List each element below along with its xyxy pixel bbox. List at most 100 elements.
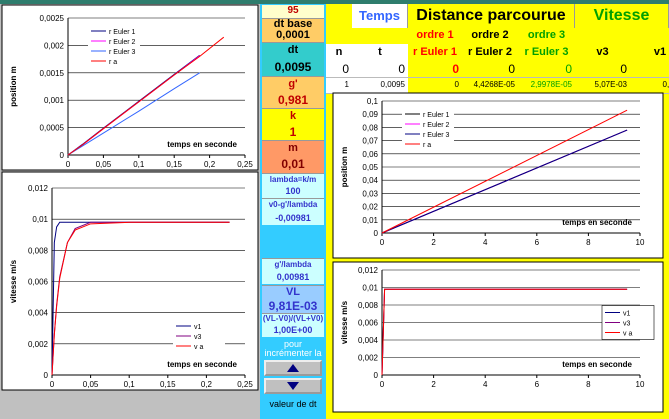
table-cell: 0 xyxy=(575,62,630,78)
param-label: g'/lambda xyxy=(262,258,324,271)
y-tick-label: 0,004 xyxy=(28,309,49,318)
legend-label: v1 xyxy=(194,324,202,331)
y-tick-label: 0,012 xyxy=(358,266,379,275)
y-tick-label: 0 xyxy=(60,151,65,160)
param-label: lambda=k/m xyxy=(262,173,324,186)
x-tick-label: 0 xyxy=(380,238,385,247)
y-tick-label: 0,006 xyxy=(358,319,379,328)
table-cell: 0 xyxy=(518,62,575,78)
x-tick-label: 0,05 xyxy=(96,160,112,169)
y-tick-label: 0,002 xyxy=(358,354,379,363)
legend-label: r a xyxy=(109,59,117,66)
series-line xyxy=(381,129,628,234)
increment-down-button[interactable] xyxy=(264,378,322,394)
y-tick-label: 0,03 xyxy=(362,189,378,198)
x-tick-label: 6 xyxy=(535,238,540,247)
param-value: 1 xyxy=(262,124,324,140)
legend-label: r Euler 1 xyxy=(423,112,450,119)
x-tick-label: 4 xyxy=(483,380,488,389)
x-tick-label: 6 xyxy=(535,380,540,389)
y-tick-label: 0,06 xyxy=(362,150,378,159)
y-tick-label: 0 xyxy=(374,371,379,380)
x-tick-label: 0,2 xyxy=(201,380,213,389)
arrow-down xyxy=(287,382,299,390)
y-tick-label: 0,0005 xyxy=(40,124,65,133)
y-tick-label: 0 xyxy=(44,371,49,380)
param-value: 0,0095 xyxy=(262,59,324,76)
param-label: dt xyxy=(262,42,324,59)
y-tick-label: 0,0025 xyxy=(40,14,65,23)
y-tick-label: 0,08 xyxy=(362,123,378,132)
x-tick-label: 0,2 xyxy=(204,160,216,169)
y-tick-label: 0,01 xyxy=(32,215,48,224)
y-tick-label: 0,004 xyxy=(358,336,379,345)
y-tick-label: 0,09 xyxy=(362,110,378,119)
table-cell: 0 xyxy=(352,62,408,78)
x-tick-label: 2 xyxy=(431,238,436,247)
series-line xyxy=(51,221,230,376)
chart-frame xyxy=(1,171,259,391)
column-header: n xyxy=(326,44,352,62)
legend-label: r Euler 3 xyxy=(109,49,136,56)
param-label: v0-g'/lambda xyxy=(262,198,324,212)
legend-label: r a xyxy=(423,142,431,149)
x-tick-label: 0,25 xyxy=(237,380,253,389)
sub-header: ordre 2 xyxy=(471,29,509,42)
arrow-up xyxy=(287,364,299,372)
chart-frame xyxy=(332,261,664,413)
column-header: r Euler 3 xyxy=(518,44,575,62)
y-tick-label: 0 xyxy=(374,229,379,238)
param-value: 0,01 xyxy=(262,156,324,173)
x-tick-label: 0,1 xyxy=(124,380,136,389)
x-tick-label: 0 xyxy=(380,380,385,389)
y-tick-label: 0,002 xyxy=(44,41,65,50)
x-tick-label: 0,15 xyxy=(160,380,176,389)
y-tick-label: 0,02 xyxy=(362,203,378,212)
param-label: (VL-V0)/(VL+V0) xyxy=(262,313,324,325)
y-tick-label: 0,04 xyxy=(362,176,378,185)
sub-header: ordre 3 xyxy=(527,29,566,42)
y-axis-label: position m xyxy=(9,66,18,106)
group-header: Temps xyxy=(352,4,408,28)
y-tick-label: 0,001 xyxy=(44,96,65,105)
series-line xyxy=(67,72,200,156)
column-header: r Euler 1 xyxy=(408,44,462,62)
y-tick-label: 0,002 xyxy=(28,340,49,349)
increment-up-button[interactable] xyxy=(264,360,322,376)
x-axis-label: temps en seconde xyxy=(167,140,237,149)
legend-label: v a xyxy=(623,331,632,338)
y-axis-label: vitesse m/s xyxy=(340,300,349,344)
y-tick-label: 0,05 xyxy=(362,163,378,172)
param-value: 0,0001 xyxy=(262,29,324,42)
param-label: k xyxy=(262,108,324,124)
param-value: 0,00981 xyxy=(262,271,324,284)
x-tick-label: 0,05 xyxy=(83,380,99,389)
y-tick-label: 0,01 xyxy=(362,284,378,293)
y-tick-label: 0,006 xyxy=(28,278,49,287)
legend-label: r Euler 1 xyxy=(109,29,136,36)
y-axis-label: vitesse m/s xyxy=(9,259,18,303)
y-axis-label: position m xyxy=(340,147,349,187)
param-value: 100 xyxy=(262,185,324,198)
x-axis-label: temps en seconde xyxy=(167,360,237,369)
x-tick-label: 0,25 xyxy=(237,160,253,169)
column-header: r Euler 2 xyxy=(462,44,518,62)
column-header: v1 xyxy=(630,44,669,62)
x-tick-label: 0,15 xyxy=(166,160,182,169)
param-value: 0,981 xyxy=(262,92,324,108)
param-value: 1,00E+00 xyxy=(262,325,324,337)
y-tick-label: 0,008 xyxy=(28,246,49,255)
legend-label: r Euler 3 xyxy=(423,132,450,139)
legend-label: r Euler 2 xyxy=(423,122,450,129)
y-tick-label: 0,0015 xyxy=(40,69,65,78)
group-header: Distance parcourue xyxy=(408,4,575,28)
column-header: t xyxy=(352,44,408,62)
increment-note: pour incrémenter la xyxy=(264,338,322,358)
table-cell: 0 xyxy=(630,62,669,78)
y-tick-label: 0,1 xyxy=(367,97,379,106)
y-tick-label: 0,01 xyxy=(362,216,378,225)
param-label: dt base xyxy=(262,18,324,30)
x-tick-label: 2 xyxy=(431,380,436,389)
